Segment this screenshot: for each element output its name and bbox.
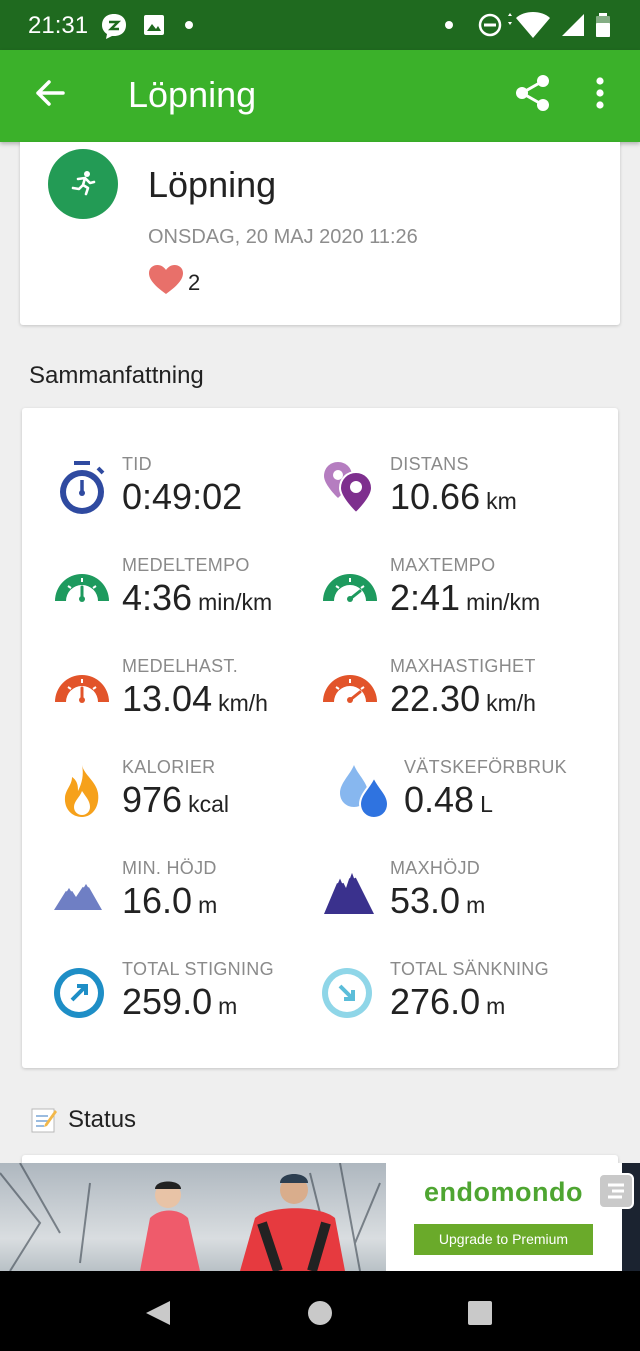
app-bar: Löpning — [0, 50, 640, 142]
page-title: Löpning — [128, 74, 257, 115]
metric-label: DISTANS — [390, 454, 469, 474]
share-icon[interactable] — [514, 74, 552, 112]
metric-unit: m — [218, 993, 238, 1019]
metric-label: TOTAL SÄNKNING — [390, 959, 549, 979]
metric-unit: km/h — [218, 690, 268, 716]
metric-total-ascent: TOTAL STIGNING 259.0 m — [52, 959, 342, 1049]
ascent-icon — [54, 968, 104, 1018]
descent-icon — [322, 968, 372, 1018]
metric-value: 13.04 — [122, 678, 213, 719]
metric-value: 16.0 — [122, 880, 193, 921]
likes[interactable]: 2 — [148, 264, 200, 302]
ad-badge-icon — [598, 1173, 634, 1209]
stopwatch-icon — [60, 461, 105, 514]
metric-value: 2:41 — [390, 577, 461, 618]
metric-value: 0:49:02 — [122, 476, 243, 517]
map-pins-icon — [324, 462, 374, 515]
chat-bubble-icon — [102, 14, 126, 39]
metric-avg-speed: MEDELHAST. 13.04 km/h — [52, 656, 342, 746]
metric-value: 259.0 — [122, 981, 213, 1022]
metric-label: MAXHÖJD — [390, 858, 481, 878]
recents-square-icon[interactable] — [467, 1300, 493, 1326]
status-heading: Status — [68, 1106, 137, 1133]
metric-label: VÄTSKEFÖRBRUK — [404, 757, 567, 777]
ad-banner[interactable]: endomondo Upgrade to Premium — [0, 1163, 640, 1271]
metric-unit: m — [486, 993, 506, 1019]
metric-unit: L — [480, 791, 493, 817]
summary-heading: Sammanfattning — [29, 362, 204, 389]
metric-distance: DISTANS 10.66 km — [320, 454, 610, 544]
activity-badge — [48, 149, 118, 219]
max-pace-gauge-icon — [323, 574, 377, 602]
metric-label: TOTAL STIGNING — [122, 959, 274, 979]
high-mountain-icon — [324, 867, 374, 914]
metric-unit: m — [466, 892, 486, 918]
ad-logo: endomondo — [424, 1177, 583, 1207]
running-person-icon — [71, 171, 96, 196]
metric-total-descent: TOTAL SÄNKNING 276.0 m — [320, 959, 610, 1049]
metric-value: 4:36 — [122, 577, 193, 618]
metric-time: TID 0:49:02 — [52, 454, 342, 544]
summary-card: TID 0:49:02 DISTANS 10.66 km MEDELTEMPO 4… — [22, 408, 618, 1068]
dot-icon — [445, 21, 453, 29]
status-time: 21:31 — [28, 12, 89, 39]
low-mountain-icon — [54, 880, 102, 910]
arrow-left-icon[interactable] — [34, 77, 66, 109]
heart-icon[interactable] — [148, 264, 184, 296]
flame-icon — [64, 765, 99, 817]
metric-label: MIN. HÖJD — [122, 858, 217, 878]
metric-max-pace: MAXTEMPO 2:41 min/km — [320, 555, 610, 645]
metric-unit: m — [198, 892, 218, 918]
max-speed-gauge-icon — [323, 675, 377, 703]
system-nav-bar — [0, 1271, 640, 1351]
metric-value: 976 — [122, 779, 183, 820]
battery-icon — [596, 13, 610, 37]
metric-label: KALORIER — [122, 757, 216, 777]
wifi-icon — [508, 12, 550, 38]
metric-avg-pace: MEDELTEMPO 4:36 min/km — [52, 555, 342, 645]
runners-photo — [0, 1163, 381, 1271]
pace-gauge-icon — [55, 574, 109, 602]
metric-label: MAXTEMPO — [390, 555, 496, 575]
speed-gauge-icon — [55, 675, 109, 703]
activity-date: ONSDAG, 20 MAJ 2020 11:26 — [148, 226, 418, 248]
note-icon — [31, 1108, 57, 1133]
ad-photo — [0, 1163, 386, 1271]
metric-unit: km/h — [486, 690, 536, 716]
activity-title: Löpning — [148, 164, 277, 205]
metric-value: 22.30 — [390, 678, 481, 719]
metric-label: MEDELTEMPO — [122, 555, 250, 575]
metric-value: 53.0 — [390, 880, 461, 921]
image-icon — [144, 15, 164, 35]
metric-value: 10.66 — [390, 476, 481, 517]
ad-panel[interactable]: endomondo Upgrade to Premium — [386, 1163, 622, 1271]
metric-hydration: VÄTSKEFÖRBRUK 0.48 L — [334, 757, 624, 847]
activity-header-card: Löpning ONSDAG, 20 MAJ 2020 11:26 2 — [20, 142, 620, 325]
metric-calories: KALORIER 976 kcal — [52, 757, 342, 847]
upgrade-button[interactable]: Upgrade to Premium — [414, 1224, 593, 1255]
do-not-disturb-icon — [478, 13, 502, 37]
metric-min-altitude: MIN. HÖJD 16.0 m — [52, 858, 342, 948]
signal-icon — [562, 14, 584, 36]
home-circle-icon[interactable] — [306, 1299, 334, 1327]
metric-unit: kcal — [188, 791, 229, 817]
more-vert-icon[interactable] — [590, 76, 610, 110]
metric-value: 276.0 — [390, 981, 481, 1022]
metric-label: TID — [122, 454, 152, 474]
metric-value: 0.48 — [404, 779, 475, 820]
likes-count: 2 — [188, 270, 201, 295]
dot-icon — [185, 21, 193, 29]
metric-unit: km — [486, 488, 517, 514]
back-triangle-icon[interactable] — [144, 1299, 172, 1327]
metric-unit: min/km — [466, 589, 541, 615]
status-bar: 21:31 — [0, 0, 640, 50]
metric-label: MAXHASTIGHET — [390, 656, 536, 676]
metric-unit: min/km — [198, 589, 273, 615]
metric-max-speed: MAXHASTIGHET 22.30 km/h — [320, 656, 610, 746]
metric-max-altitude: MAXHÖJD 53.0 m — [320, 858, 610, 948]
metric-label: MEDELHAST. — [122, 656, 239, 676]
water-drops-icon — [340, 765, 390, 820]
